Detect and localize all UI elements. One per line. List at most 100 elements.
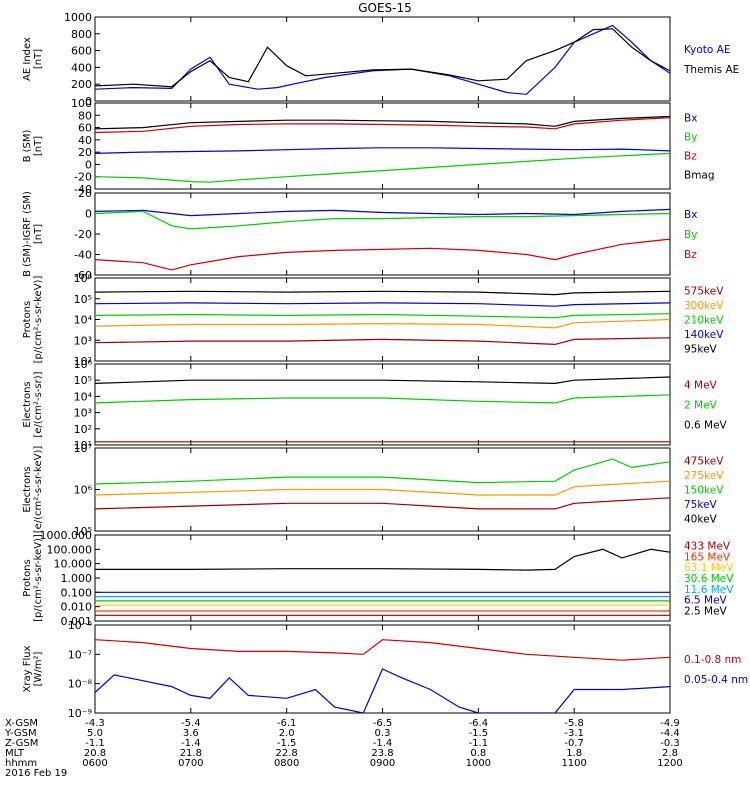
y-tick-label: 400 [71,61,92,74]
x-axis-tick-label: 0.3 [375,728,391,739]
x-axis-tick-label: 5.0 [87,728,103,739]
series-line [95,318,670,329]
y-tick-label: 60 [78,122,92,135]
x-axis-row-label: Y-GSM [4,728,37,739]
x-axis-tick-label: -1.5 [277,738,297,749]
y-axis-label: AE Index [nT] [22,37,44,81]
x-axis-tick-label: -1.1 [85,738,105,749]
y-axis-label: B (SM)-IGRF (SM) [nT] [22,191,44,277]
series-group [95,115,670,183]
y-axis-label-line: Protons [22,559,33,596]
y-tick-label: 10⁻⁸ [68,678,93,691]
y-tick-label: 0 [85,208,92,221]
series-group [95,290,670,346]
y-tick-label: -20 [74,228,92,241]
y-tick-label: 10⁻⁹ [68,707,92,720]
x-axis-tick-label: 3.6 [183,728,199,739]
y-tick-label: 10⁶ [74,484,93,497]
y-axis-label: B (SM) [nT] [22,129,44,162]
y-tick-label: 10⁴ [74,390,93,403]
legend-entry: 40keV [684,514,718,526]
series-line [95,28,670,88]
y-tick-label: 0.100 [61,586,93,599]
y-tick-label: -20 [74,171,92,184]
panel-frame [94,16,671,102]
legend-entry: 63.1 MeV [684,562,734,574]
x-axis-tick-label: 2.8 [662,748,678,759]
panel-6: 10⁷ 10⁶ 10⁵ Electrons [e/(cm²-s-sr-keV)] 475k… [22,442,724,538]
legend-entry: 275keV [684,470,724,482]
y-tick-label: -40 [74,183,92,196]
y-tick-label: 10¹ [74,439,92,452]
x-axis-tick-label: -5.4 [181,718,201,729]
legend-entry: 300keV [684,300,724,312]
y-tick-label: 10⁷ [74,442,92,455]
y-axis-label-line: [nT] [33,136,44,156]
y-axis-label-line: Electrons [22,466,33,512]
y-tick-label: 10⁶ [74,272,93,285]
legend-entry: 0.05-0.4 nm [684,674,748,686]
y-tick-label: 10⁻⁶ [68,619,93,632]
series-group [95,548,670,616]
legend-entry: 6.5 MeV [684,595,728,607]
x-axis-row-label: MLT [5,748,25,759]
x-axis-tick-label: -6.4 [469,718,489,729]
series-line [95,210,670,230]
legend-entry: 2.5 MeV [684,606,728,618]
legend-entry: Bz [684,151,697,163]
y-tick-label: 10² [74,355,92,368]
y-tick-label: 10.000 [54,558,93,571]
panel-8: 10⁻⁶ 10⁻⁷ 10⁻⁸ 10⁻⁹ Xray Flux [W/m²] 0.1-0.8 n… [22,619,748,720]
y-tick-label: 800 [71,28,92,41]
x-axis-tick-label: 1.8 [566,748,582,759]
x-axis-tick-label: -0.3 [660,738,680,749]
legend-entry: 11.6 MeV [684,584,734,596]
series-group [95,458,670,510]
series-line [95,290,670,296]
x-axis-tick-label: 0800 [274,758,299,769]
y-axis-label: Protons [p/(cm²-s-sr-keV)] [22,276,44,364]
y-tick-label: 100 [71,97,92,110]
panel-1: 1000 800 600 400 200 0 AE Index [nT] Kyoto AE The… [22,11,739,108]
y-tick-label: -40 [74,249,92,262]
series-line [95,302,670,307]
y-tick-label: -60 [74,269,92,282]
y-axis-label-line: [e/(cm²-s-sr)] [33,371,44,437]
series-line [95,548,670,571]
y-axis-label-line: [p/(cm²-s-sr-keV)] [33,276,44,364]
x-axis-table: X-GSM -4.3 -5.4 -6.1 -6.5 -6.4 -5.8 -4.9 Y-GSM 5.… [4,718,683,769]
y-tick-label: 10³ [74,334,92,347]
legend-entry: Bx [684,209,697,221]
y-axis-label: Xray Flux [W/m²] [22,645,44,692]
x-axis-row-label: hhmm [5,758,37,769]
panel-frame [94,192,671,276]
panel-5: 10⁶ 10⁵ 10⁴ 10³ 10² 10¹ Electrons [e/(cm²-s-sr)… [22,358,728,452]
x-axis-tick-label: -4.4 [660,728,680,739]
series-line [95,497,670,510]
series-line [95,152,670,183]
series-line [95,376,670,385]
x-axis-tick-label: 1100 [561,758,586,769]
x-axis-tick-label: 0900 [370,758,395,769]
y-tick-label: 10⁴ [74,314,93,327]
series-line [95,147,670,154]
legend-entry: 210keV [684,315,724,327]
y-tick-label: 0 [85,158,92,171]
y-tick-label: 20 [78,187,92,200]
y-axis-label: Electrons [e/(cm²-s-sr-keV)] [22,446,44,534]
y-axis-label: Protons [p/(cm²-s-sr-keV)] [22,534,44,622]
y-tick-label: 10² [74,423,92,436]
legend-entry: 75keV [684,499,718,511]
x-axis-tick-label: -5.8 [564,718,584,729]
x-axis-tick-label: 23.8 [371,748,393,759]
legend-entry: 30.6 MeV [684,573,734,585]
x-axis-tick-label: 1000 [466,758,491,769]
legend-entry: 0.6 MeV [684,420,728,432]
series-group [95,24,670,95]
legend-entry: 140keV [684,329,724,341]
y-tick-label: 100.000 [47,543,93,556]
y-axis-label-line: [nT] [33,224,44,244]
series-group [95,208,670,271]
y-axis-label-line: Electrons [22,381,33,427]
